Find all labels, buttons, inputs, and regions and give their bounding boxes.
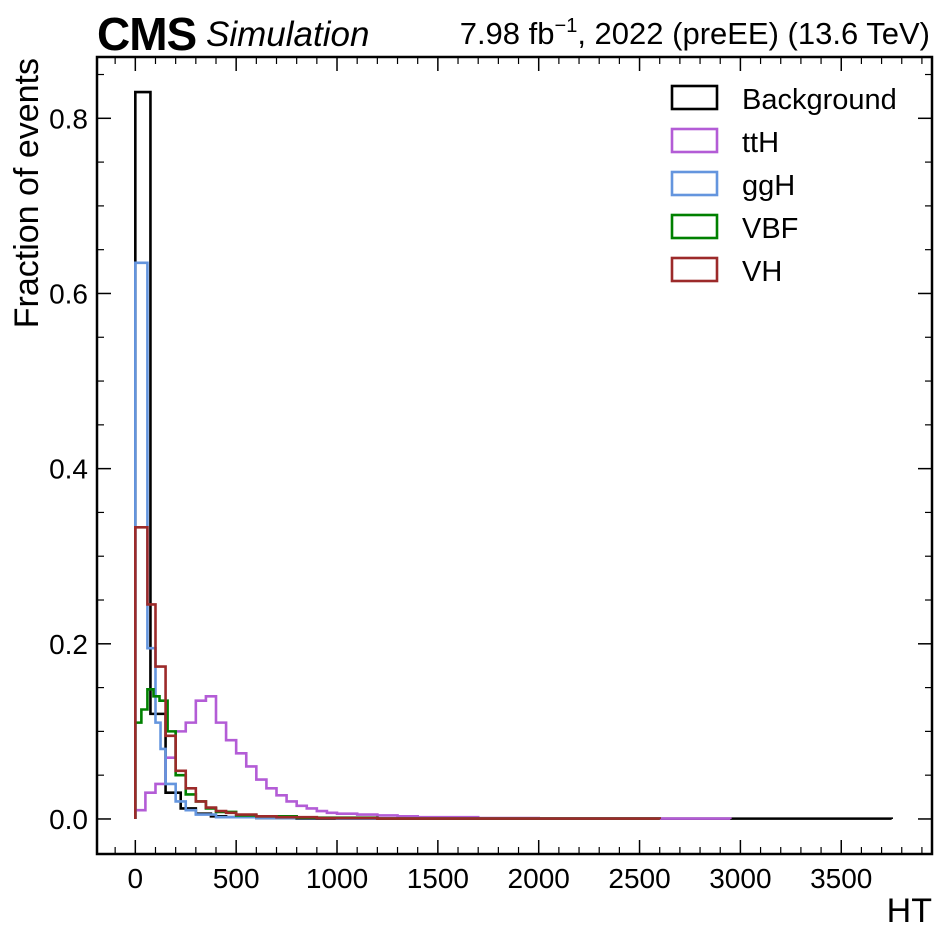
y-tick-label: 0.6 xyxy=(49,278,88,309)
y-tick-label: 0.0 xyxy=(49,804,88,835)
legend-swatch-background xyxy=(670,84,719,111)
x-tick-label: 0 xyxy=(128,863,144,894)
series-tth-step xyxy=(134,695,732,820)
y-tick-label: 0.4 xyxy=(49,454,88,485)
legend-swatch-vh xyxy=(670,256,719,283)
x-tick-label: 1500 xyxy=(407,863,469,894)
x-tick-label: 1000 xyxy=(306,863,368,894)
legend-swatch-ggh xyxy=(670,170,719,197)
x-tick-label: 500 xyxy=(213,863,260,894)
histogram-series-group xyxy=(134,90,893,820)
legend-label-vbf: VBF xyxy=(742,213,798,245)
legend: Background ttH ggH VBF VH xyxy=(670,84,897,288)
series-ggh-step xyxy=(134,261,662,820)
y-axis-title: Fraction of events xyxy=(8,58,46,328)
legend-label-vh: VH xyxy=(742,256,782,288)
lumi-prefix: 7.98 fb xyxy=(460,16,555,51)
x-tick-label: 3500 xyxy=(810,863,872,894)
series-vh-step xyxy=(134,526,662,820)
x-tick-label: 3000 xyxy=(709,863,771,894)
x-tick-label: 2000 xyxy=(508,863,570,894)
legend-swatch-tth xyxy=(670,127,719,154)
simulation-label: Simulation xyxy=(206,15,369,54)
experiment-label: CMS xyxy=(97,8,196,60)
lumi-exponent: −1 xyxy=(555,15,578,37)
x-axis-title: HT xyxy=(887,892,932,930)
legend-label-tth: ttH xyxy=(742,127,779,159)
legend-swatch-vbf xyxy=(670,213,719,240)
axis-ticks: 0 500 1000 1500 2000 2500 3000 3500 0.0 0.2 0.4 0.6… xyxy=(49,57,932,894)
lumi-suffix: , 2022 (preEE) (13.6 TeV) xyxy=(577,16,930,51)
x-tick-label: 2500 xyxy=(608,863,670,894)
y-tick-label: 0.2 xyxy=(49,629,88,660)
y-tick-label: 0.8 xyxy=(49,103,88,134)
plot-frame xyxy=(95,55,934,856)
legend-label-ggh: ggH xyxy=(742,170,795,202)
lumi-label: 7.98 fb−1, 2022 (preEE) (13.6 TeV) xyxy=(460,15,930,51)
legend-label-background: Background xyxy=(742,84,897,116)
series-vbf-step xyxy=(134,688,662,820)
